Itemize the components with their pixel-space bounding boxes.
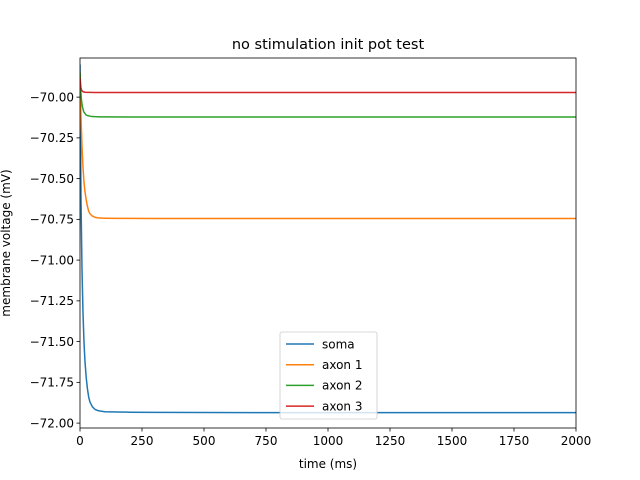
- y-tick-label: −70.50: [30, 172, 74, 186]
- y-tick-label: −71.00: [30, 253, 74, 267]
- series-line-axon-2: [80, 72, 576, 118]
- series-line-soma: [80, 64, 576, 414]
- legend: soma axon 1 axon 2 axon 3: [279, 331, 378, 420]
- x-tick-label: 500: [193, 434, 216, 448]
- y-tick-label: −70.25: [30, 131, 74, 145]
- series-line-axon-3: [80, 77, 576, 94]
- x-axis: 0 250 500 750 1000 1250 1500 1750 2000: [76, 428, 591, 448]
- x-axis-label: time (ms): [299, 457, 357, 471]
- chart-title: no stimulation init pot test: [232, 37, 425, 53]
- y-tick-label: −70.00: [30, 90, 74, 104]
- x-tick-label: 1750: [499, 434, 530, 448]
- y-axis: −70.00 −70.25 −70.50 −70.75 −71.00 −71.25 −71.…: [30, 90, 80, 430]
- legend-label: soma: [322, 337, 355, 351]
- y-tick-label: −71.25: [30, 294, 74, 308]
- x-tick-label: 0: [76, 434, 84, 448]
- x-tick-label: 2000: [561, 434, 592, 448]
- legend-label: axon 3: [322, 399, 362, 413]
- y-tick-label: −72.00: [30, 416, 74, 430]
- y-tick-label: −71.75: [30, 376, 74, 390]
- x-tick-label: 1250: [375, 434, 406, 448]
- y-tick-label: −71.50: [30, 335, 74, 349]
- x-tick-label: 750: [255, 434, 278, 448]
- x-tick-label: 1500: [437, 434, 468, 448]
- plot-area: [79, 57, 577, 429]
- legend-label: axon 2: [322, 379, 362, 393]
- x-tick-label: 250: [131, 434, 154, 448]
- series-line-axon-1: [80, 72, 576, 220]
- y-tick-label: −70.75: [30, 213, 74, 227]
- y-axis-label: membrane voltage (mV): [0, 169, 13, 316]
- legend-label: axon 1: [322, 358, 362, 372]
- series-layer: [80, 64, 576, 414]
- x-tick-label: 1000: [313, 434, 344, 448]
- legend-box: [279, 331, 378, 420]
